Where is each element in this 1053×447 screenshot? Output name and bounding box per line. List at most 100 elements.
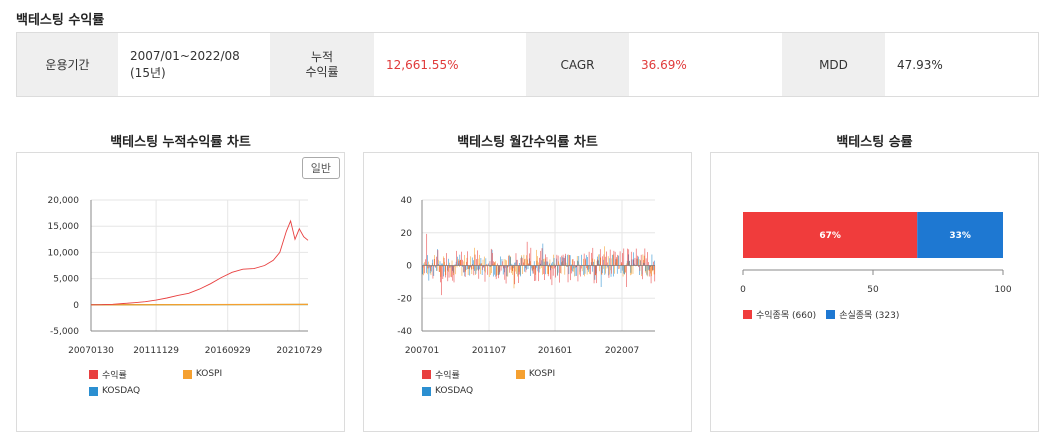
monthly-bar bbox=[514, 262, 515, 266]
monthly-bar bbox=[591, 258, 593, 266]
monthly-bar bbox=[586, 265, 588, 275]
monthly-bar bbox=[624, 265, 625, 275]
monthly-bar bbox=[599, 265, 600, 272]
mode-button[interactable]: 일반 bbox=[301, 157, 340, 179]
monthly-bar bbox=[433, 265, 434, 267]
monthly-bar bbox=[645, 265, 647, 271]
monthly-bar bbox=[640, 254, 642, 266]
monthly-bar bbox=[480, 258, 482, 266]
monthly-bar bbox=[583, 253, 585, 266]
monthly-bar bbox=[552, 265, 553, 269]
monthly-bar bbox=[556, 258, 557, 266]
monthly-bar bbox=[478, 265, 479, 271]
monthly-bar bbox=[433, 259, 435, 266]
monthly-bar bbox=[453, 265, 454, 273]
monthly-bar bbox=[651, 265, 652, 277]
monthly-bar bbox=[630, 265, 631, 276]
monthly-bar bbox=[452, 265, 453, 271]
monthly-bar bbox=[466, 265, 468, 270]
monthly-bar bbox=[497, 265, 499, 276]
x-tick-label: 50 bbox=[867, 285, 879, 295]
monthly-bar bbox=[555, 265, 556, 278]
legend-kosdaq-swatch bbox=[422, 386, 431, 396]
monthly-bar bbox=[606, 251, 607, 266]
monthly-bar bbox=[650, 265, 651, 267]
monthly-bar bbox=[472, 265, 474, 270]
monthly-bar bbox=[648, 262, 649, 266]
y-tick-label: -40 bbox=[397, 327, 412, 337]
monthly-bar bbox=[570, 265, 571, 281]
monthly-bar bbox=[581, 265, 583, 272]
monthly-bar bbox=[491, 249, 493, 266]
x-tick-label: 20070130 bbox=[68, 346, 114, 356]
monthly-bar bbox=[554, 265, 555, 269]
monthly-bar bbox=[447, 265, 449, 282]
legend-win-label: 수익종목 (660) bbox=[756, 310, 817, 321]
monthly-bar bbox=[499, 265, 500, 275]
monthly-bar bbox=[606, 265, 608, 269]
series-line-0 bbox=[90, 219, 309, 306]
monthly-bar bbox=[516, 265, 517, 274]
monthly-bar bbox=[441, 265, 442, 296]
monthly-bar bbox=[449, 262, 450, 266]
monthly-bar bbox=[641, 265, 642, 277]
monthly-bar bbox=[612, 254, 614, 266]
monthly-bar bbox=[585, 260, 587, 266]
mdd-label: MDD bbox=[782, 33, 885, 96]
monthly-bar bbox=[505, 265, 507, 284]
monthly-bar bbox=[514, 265, 516, 285]
monthly-bar bbox=[542, 265, 544, 274]
monthly-bar bbox=[593, 265, 595, 284]
monthly-bar bbox=[654, 260, 655, 266]
monthly-bar bbox=[576, 256, 578, 266]
monthly-bar bbox=[467, 265, 469, 275]
legend-kospi: KOSPI bbox=[182, 367, 222, 381]
monthly-bar bbox=[454, 264, 456, 266]
monthly-bar bbox=[513, 265, 515, 289]
monthly-bar bbox=[623, 265, 624, 274]
monthly-bar bbox=[549, 259, 551, 266]
monthly-bar bbox=[439, 265, 440, 272]
monthly-bar bbox=[654, 265, 656, 282]
monthly-chart-title: 백테스팅 월간수익률 차트 bbox=[457, 135, 598, 150]
monthly-bar bbox=[630, 265, 632, 273]
monthly-bar bbox=[447, 265, 448, 271]
monthly-bar bbox=[426, 265, 428, 275]
monthly-bar bbox=[613, 250, 615, 266]
monthly-bar bbox=[464, 265, 466, 277]
monthly-bar bbox=[473, 260, 474, 266]
monthly-bar bbox=[573, 265, 575, 269]
monthly-bar bbox=[432, 265, 434, 279]
monthly-bar bbox=[628, 254, 629, 266]
monthly-bar bbox=[525, 265, 527, 273]
monthly-bar bbox=[469, 265, 471, 276]
monthly-bar bbox=[601, 265, 602, 275]
monthly-bar bbox=[459, 254, 461, 266]
monthly-bar bbox=[524, 265, 525, 272]
monthly-bar bbox=[452, 265, 454, 281]
monthly-bar bbox=[501, 265, 502, 267]
monthly-bar bbox=[559, 265, 560, 283]
monthly-bar bbox=[521, 256, 523, 266]
win-chart-panel: 67% 33% 0 50 100 수익종목 (660) 손실종목 (323) bbox=[710, 152, 1039, 432]
monthly-bar bbox=[534, 265, 536, 275]
monthly-bar bbox=[508, 255, 509, 266]
monthly-bar bbox=[553, 258, 555, 266]
monthly-bar bbox=[435, 265, 436, 268]
monthly-bar bbox=[531, 265, 532, 269]
x-tick-label: 201601 bbox=[538, 346, 572, 356]
monthly-bar bbox=[470, 256, 471, 266]
monthly-bar bbox=[653, 265, 655, 275]
y-tick-label: -20 bbox=[397, 294, 412, 304]
monthly-bar bbox=[616, 257, 617, 266]
legend-kospi: KOSPI bbox=[515, 367, 555, 381]
monthly-bar bbox=[632, 265, 634, 274]
cum-chart-panel: 일반 20,000 15,000 10,000 5,000 0 -5,000 2007013… bbox=[16, 152, 345, 432]
monthly-bar bbox=[628, 249, 630, 266]
monthly-bar bbox=[496, 265, 497, 276]
monthly-bar bbox=[473, 265, 475, 276]
monthly-bar bbox=[629, 265, 631, 267]
monthly-bar bbox=[602, 256, 604, 266]
monthly-bar bbox=[648, 265, 650, 271]
monthly-bar bbox=[604, 246, 605, 266]
